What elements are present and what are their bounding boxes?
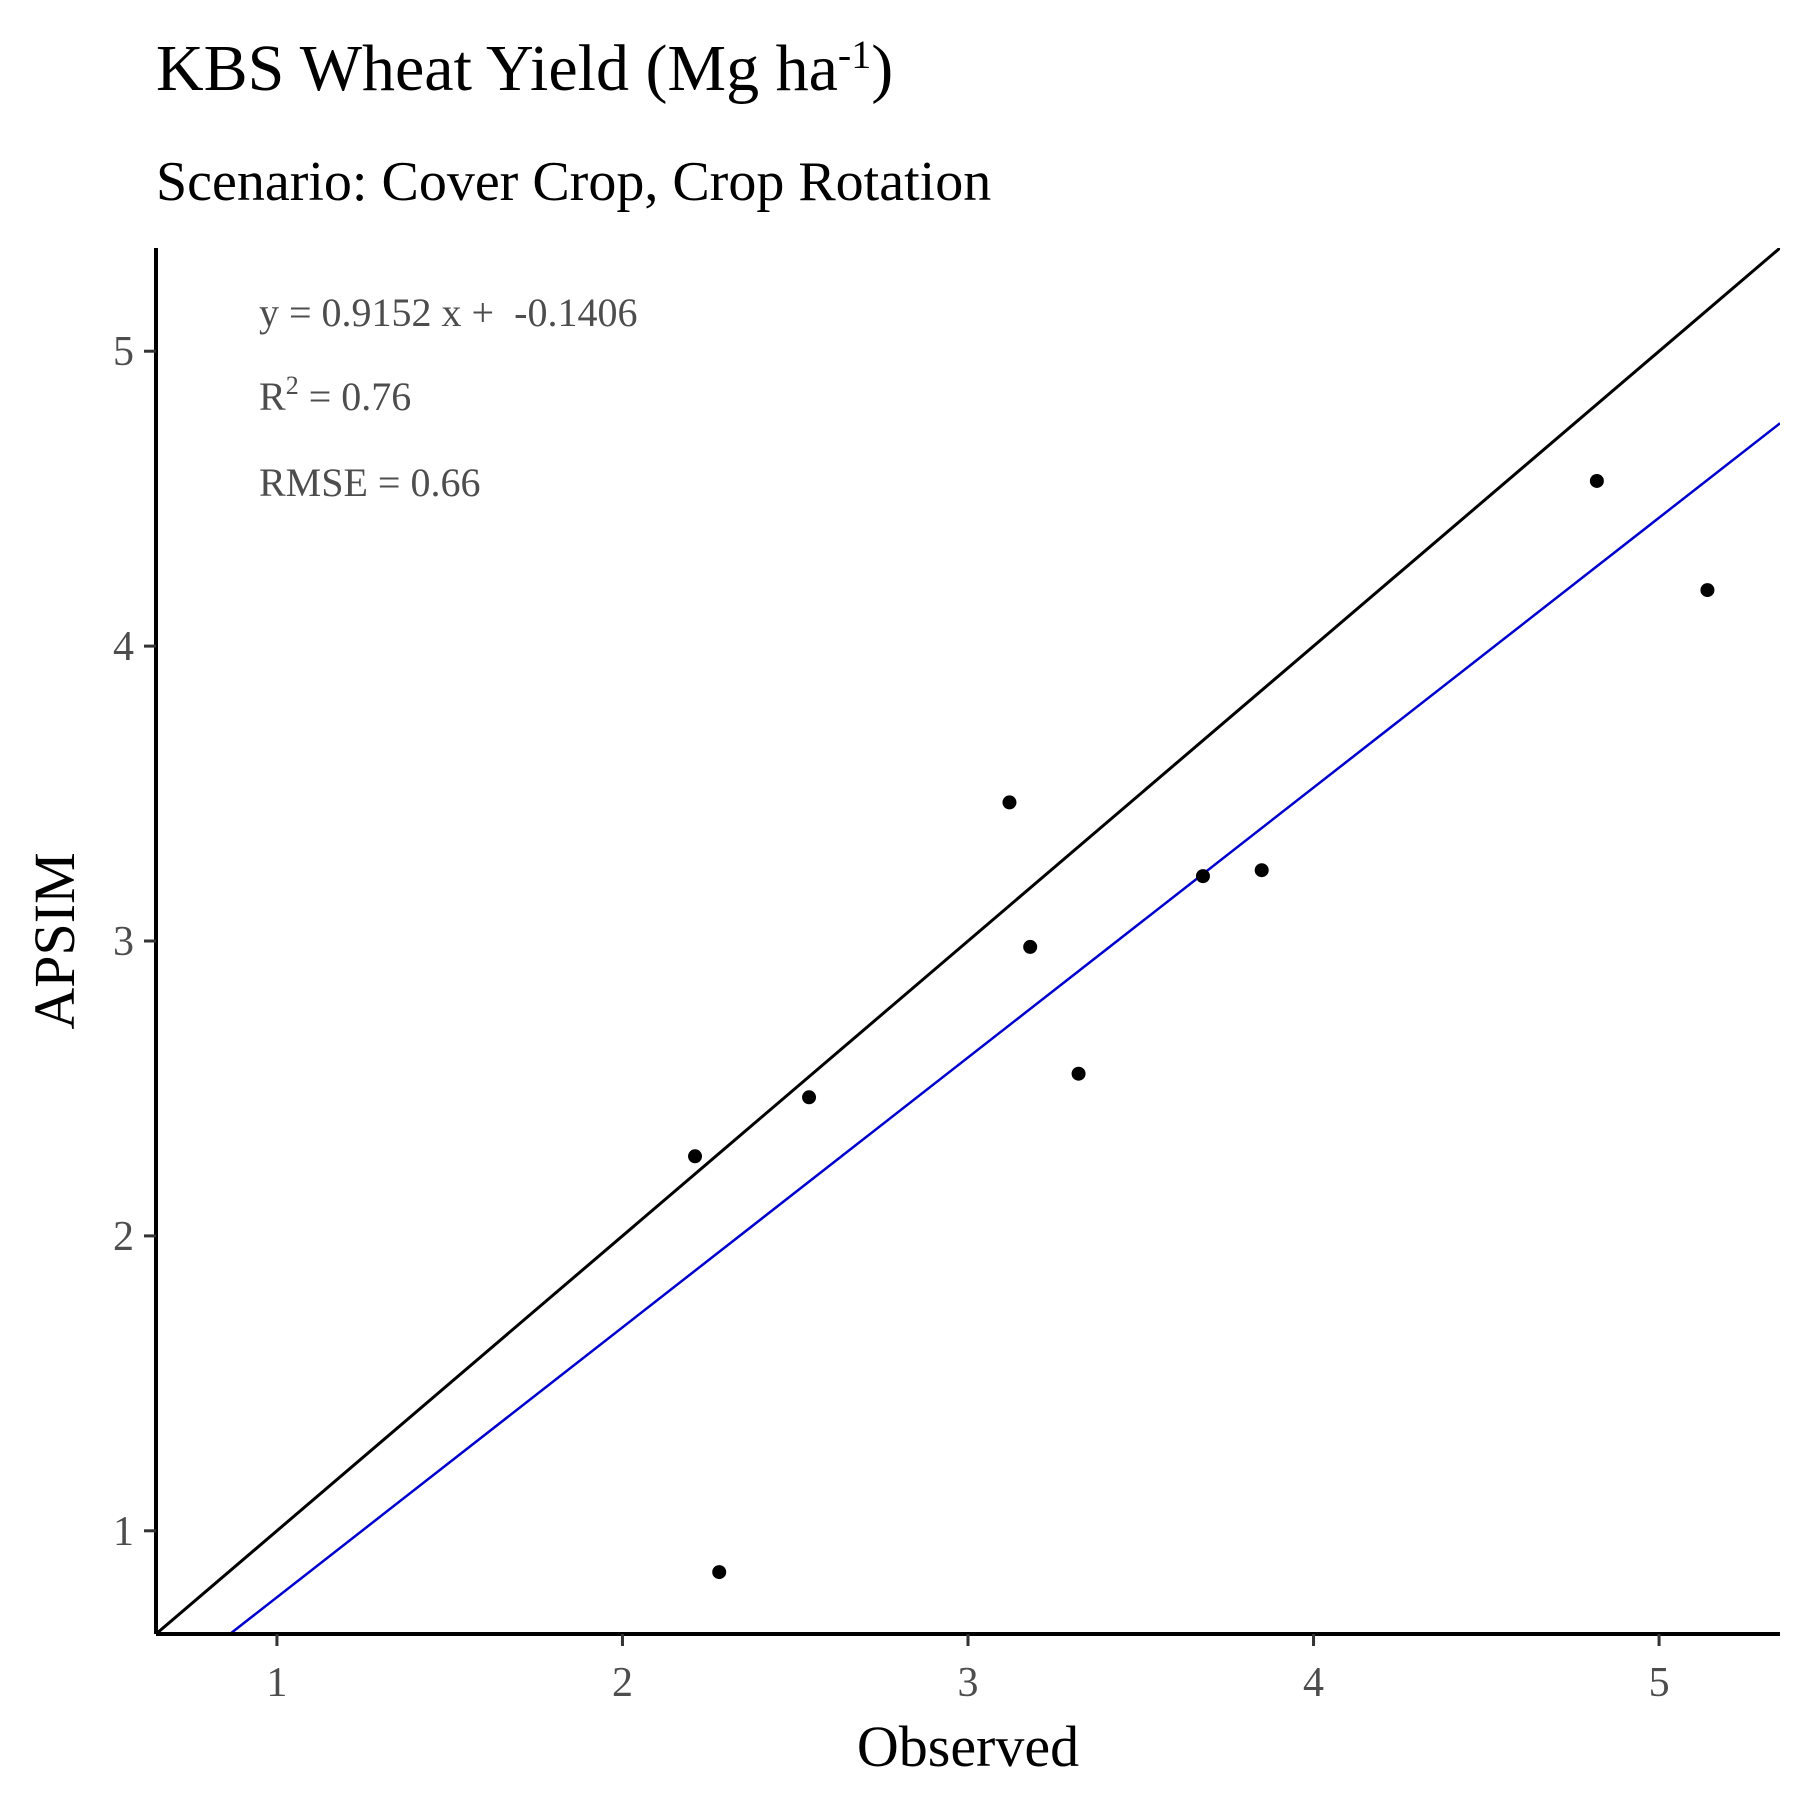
y-tick-label: 4 <box>113 624 134 670</box>
data-point <box>1002 795 1017 810</box>
data-point <box>1589 473 1604 488</box>
data-point <box>688 1149 703 1164</box>
data-point <box>1023 939 1038 954</box>
equation-annotation: y = 0.9152 x + -0.1406 <box>259 290 637 335</box>
x-tick-label: 2 <box>612 1660 633 1706</box>
x-axis-title: Observed <box>857 1714 1079 1779</box>
data-point <box>712 1565 727 1580</box>
y-tick-label: 3 <box>113 919 134 965</box>
data-point <box>1700 583 1715 598</box>
x-tick-label: 5 <box>1649 1660 1670 1706</box>
y-axis-title: APSIM <box>22 852 87 1029</box>
x-tick-label: 1 <box>266 1660 287 1706</box>
title-text: KBS Wheat Yield (Mg ha <box>156 32 838 105</box>
data-point <box>802 1090 817 1105</box>
one-to-one-line <box>156 248 1780 1634</box>
r-squared-label: R <box>259 374 286 419</box>
title-close: ) <box>871 32 894 105</box>
chart-title: KBS Wheat Yield (Mg ha-1) <box>156 35 893 102</box>
y-tick-label: 1 <box>113 1509 134 1555</box>
r-squared-annotation: R2 = 0.76 <box>259 371 411 419</box>
x-tick-label: 4 <box>1303 1660 1324 1706</box>
r-squared-superscript: 2 <box>286 371 299 400</box>
r-squared-value: = 0.76 <box>299 374 412 419</box>
data-point <box>1254 863 1269 878</box>
title-superscript: -1 <box>837 32 872 77</box>
y-tick-label: 2 <box>113 1214 134 1260</box>
y-tick-label: 5 <box>113 329 134 375</box>
chart-subtitle: Scenario: Cover Crop, Crop Rotation <box>156 151 992 213</box>
x-tick-label: 3 <box>958 1660 979 1706</box>
data-point <box>1071 1066 1086 1081</box>
data-point <box>1195 869 1210 884</box>
regression-line <box>227 422 1780 1634</box>
rmse-annotation: RMSE = 0.66 <box>259 460 480 505</box>
